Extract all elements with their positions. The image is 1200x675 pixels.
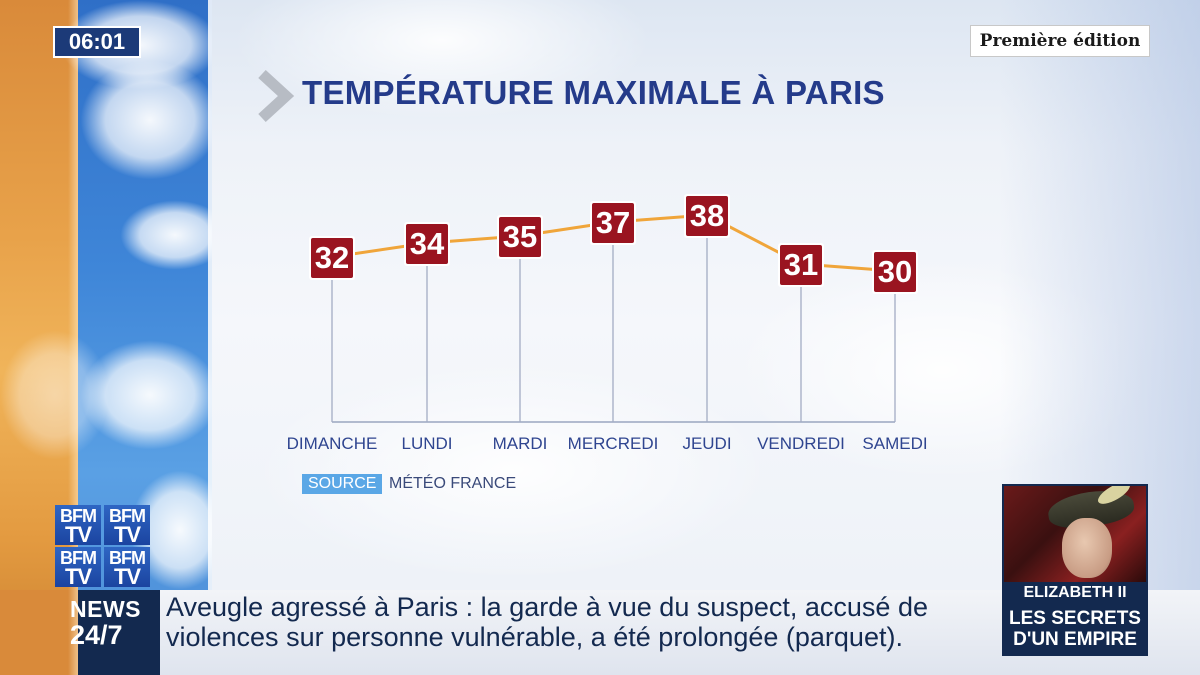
clock: 06:01 — [53, 26, 141, 58]
news-ticker: NEWS 24/7 Aveugle agressé à Paris : la g… — [0, 590, 1200, 675]
logo-text-tv: TV — [64, 564, 92, 589]
ticker-headline: Aveugle agressé à Paris : la garde à vue… — [166, 592, 928, 652]
left-sky-panel — [0, 0, 212, 675]
logo-text-tv: TV — [64, 522, 92, 547]
logo-cell: BFM TV — [104, 547, 150, 589]
logo-cell: BFM TV — [104, 505, 150, 547]
promo-tagline: LES SECRETS D'UN EMPIRE — [1002, 608, 1148, 650]
face-shape — [1062, 518, 1112, 578]
promo-tagline-line-2: D'UN EMPIRE — [1013, 629, 1137, 650]
bfm-tv-logo: BFM TV BFM TV BFM TV BFM TV — [55, 505, 150, 589]
logo-cell: BFM TV — [55, 547, 101, 589]
promo-tagline-line-1: LES SECRETS — [1009, 608, 1141, 629]
promo-name: ELIZABETH II — [1023, 584, 1127, 601]
cloud-decoration — [0, 330, 110, 460]
logo-text-tv: TV — [113, 564, 141, 589]
panel-edge — [208, 0, 212, 675]
source-tag: SOURCE — [302, 474, 383, 494]
cloud-decoration — [80, 340, 212, 450]
logo-text-bfm: BFM — [60, 506, 97, 526]
ticker-brand-news: NEWS — [70, 596, 141, 622]
source-value: MÉTÉO FRANCE — [389, 475, 517, 492]
cloud-decoration — [80, 60, 212, 180]
ticker-brand-24-7: 24/7 — [70, 620, 123, 650]
edition-badge: Première édition — [970, 25, 1150, 57]
logo-text-tv: TV — [113, 522, 141, 547]
chevron-right-icon — [258, 69, 295, 123]
orange-strip — [0, 590, 78, 675]
logo-text-bfm: BFM — [109, 506, 146, 526]
cloud-decoration — [252, 360, 772, 580]
ticker-brand: NEWS 24/7 — [0, 590, 160, 675]
promo-portrait-image — [1004, 486, 1146, 582]
logo-text-bfm: BFM — [60, 548, 97, 568]
logo-cell: BFM TV — [55, 505, 101, 547]
chart-title: TEMPÉRATURE MAXIMALE À PARIS — [302, 74, 885, 111]
cloud-decoration — [120, 200, 212, 270]
logo-text-bfm: BFM — [109, 548, 146, 568]
promo-box: ELIZABETH II LES SECRETS D'UN EMPIRE — [1002, 484, 1148, 656]
